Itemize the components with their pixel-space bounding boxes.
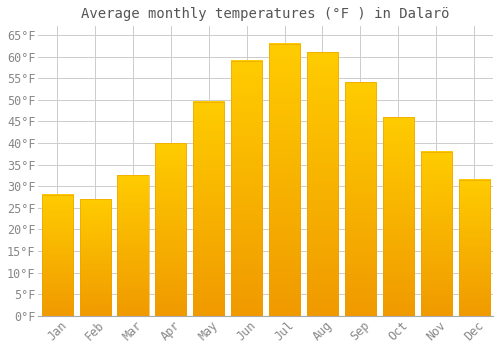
Bar xyxy=(345,83,376,316)
Bar xyxy=(383,117,414,316)
Bar xyxy=(269,43,300,316)
Title: Average monthly temperatures (°F ) in Dalarö: Average monthly temperatures (°F ) in Da… xyxy=(82,7,450,21)
Bar xyxy=(420,152,452,316)
Bar xyxy=(42,195,72,316)
Bar xyxy=(80,199,110,316)
Bar xyxy=(193,102,224,316)
Bar xyxy=(458,180,490,316)
Bar xyxy=(118,175,148,316)
Bar xyxy=(231,61,262,316)
Bar xyxy=(156,143,186,316)
Bar xyxy=(307,52,338,316)
